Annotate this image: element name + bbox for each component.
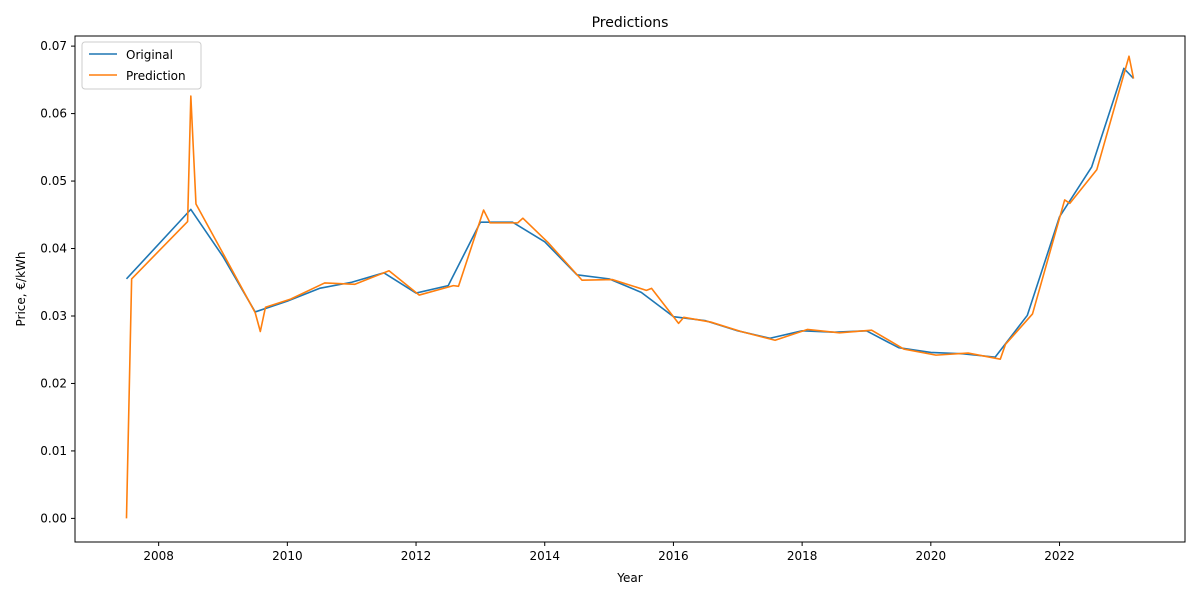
y-tick-label: 0.04 bbox=[40, 242, 67, 256]
y-tick-label: 0.02 bbox=[40, 376, 67, 390]
series-line-original bbox=[125, 67, 1135, 358]
y-tick-label: 0.06 bbox=[40, 107, 67, 121]
plot-area-frame bbox=[74, 35, 1186, 543]
x-tick-label: 2018 bbox=[787, 549, 818, 563]
y-axis: 0.00 0.01 0.02 0.03 0.04 0.05 0.06 0.07 bbox=[40, 39, 75, 525]
y-tick-label: 0.05 bbox=[40, 174, 67, 188]
series-line-prediction bbox=[125, 55, 1135, 519]
y-tick-label: 0.03 bbox=[40, 309, 67, 323]
legend-label-original: Original bbox=[126, 48, 173, 62]
x-tick-label: 2020 bbox=[916, 549, 947, 563]
x-tick-label: 2010 bbox=[272, 549, 303, 563]
x-axis: 2008 2010 2012 2014 2016 2018 2020 2022 bbox=[143, 542, 1075, 563]
x-axis-label: Year bbox=[616, 571, 642, 585]
legend-label-prediction: Prediction bbox=[126, 69, 186, 83]
series-layer bbox=[125, 55, 1135, 519]
x-tick-label: 2012 bbox=[401, 549, 432, 563]
x-tick-label: 2022 bbox=[1044, 549, 1075, 563]
x-tick-label: 2008 bbox=[143, 549, 174, 563]
legend: Original Prediction bbox=[81, 41, 202, 90]
y-tick-label: 0.07 bbox=[40, 39, 67, 53]
x-tick-label: 2016 bbox=[658, 549, 689, 563]
y-tick-label: 0.01 bbox=[40, 444, 67, 458]
y-axis-label: Price, €/kWh bbox=[14, 252, 28, 327]
chart-title: Predictions bbox=[592, 15, 669, 31]
y-tick-label: 0.00 bbox=[40, 511, 67, 525]
x-tick-label: 2014 bbox=[529, 549, 560, 563]
